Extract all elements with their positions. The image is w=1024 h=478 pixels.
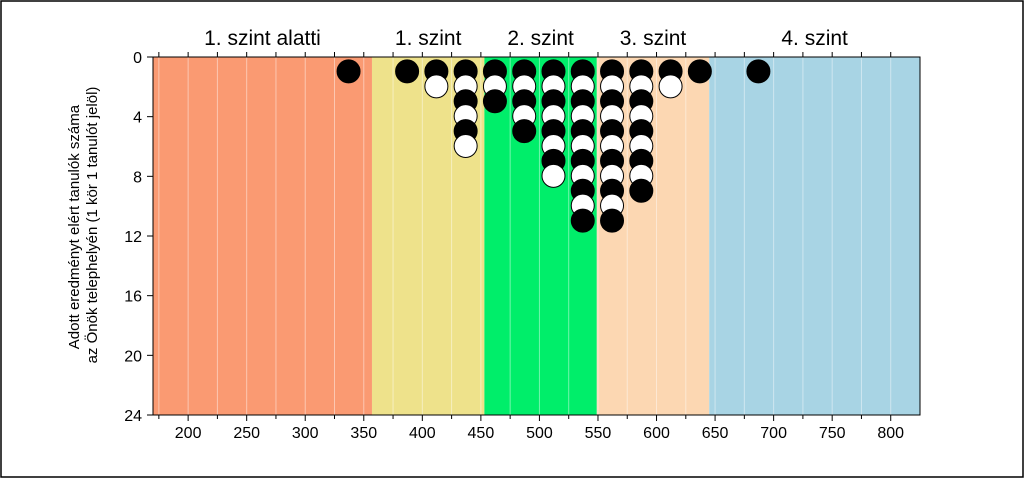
y-tick-label: 20 (124, 348, 142, 365)
level-bands (153, 57, 920, 415)
x-tick-label: 350 (350, 425, 377, 442)
x-tick-label: 600 (643, 425, 670, 442)
x-tick-label: 500 (526, 425, 553, 442)
student-marker (600, 208, 625, 233)
grid-lines (158, 57, 892, 415)
student-marker (453, 134, 478, 158)
level-label-4: 3. szint (620, 27, 687, 50)
y-axis-title: Adott eredményt elért tanulók száma az Ö… (66, 87, 101, 364)
x-tick-label: 250 (233, 425, 260, 442)
student-marker (336, 59, 361, 84)
tick-labels: 200 250 300 350 400 450 500 550 600 650 700 750 800 0… (124, 50, 904, 442)
level-label-3: 2. szint (507, 27, 574, 50)
x-tick-label: 400 (409, 425, 436, 442)
student-marker (512, 119, 537, 144)
y-tick-label: 16 (124, 289, 142, 306)
student-marker (482, 89, 507, 114)
y-tick-label: 12 (124, 229, 142, 246)
student-marker (424, 74, 449, 99)
y-tick-label: 4 (133, 110, 142, 127)
y-tick-label: 8 (133, 169, 142, 186)
student-marker (570, 208, 595, 233)
level-band-5 (709, 57, 920, 415)
student-markers (336, 59, 771, 233)
student-marker (629, 178, 654, 203)
level-band-1 (153, 57, 372, 415)
level-label-2: 1. szint (395, 27, 462, 50)
level-label-1: 1. szint alatti (204, 27, 321, 50)
y-axis-title-line-1: Adott eredményt elért tanulók száma (66, 104, 83, 349)
level-labels: 1. szint alatti 1. szint 2. szint 3. szint 4… (204, 27, 848, 50)
x-tick-label: 550 (585, 425, 612, 442)
student-marker (658, 74, 683, 99)
x-tick-label: 750 (819, 425, 846, 442)
x-tick-label: 200 (175, 425, 202, 442)
x-tick-label: 650 (702, 425, 729, 442)
student-marker (746, 59, 771, 84)
axes (147, 52, 921, 421)
x-tick-label: 800 (877, 425, 904, 442)
student-marker (395, 59, 420, 84)
y-tick-label: 24 (124, 408, 142, 425)
y-axis-title-line-2: az Önök telephelyén (1 kör 1 tanulót jel… (83, 87, 101, 364)
y-tick-label: 0 (133, 50, 142, 67)
x-tick-label: 300 (292, 425, 319, 442)
student-marker (541, 163, 566, 188)
student-marker (687, 59, 712, 84)
x-tick-label: 700 (760, 425, 787, 442)
level-label-5: 4. szint (781, 27, 848, 50)
x-tick-label: 450 (468, 425, 495, 442)
